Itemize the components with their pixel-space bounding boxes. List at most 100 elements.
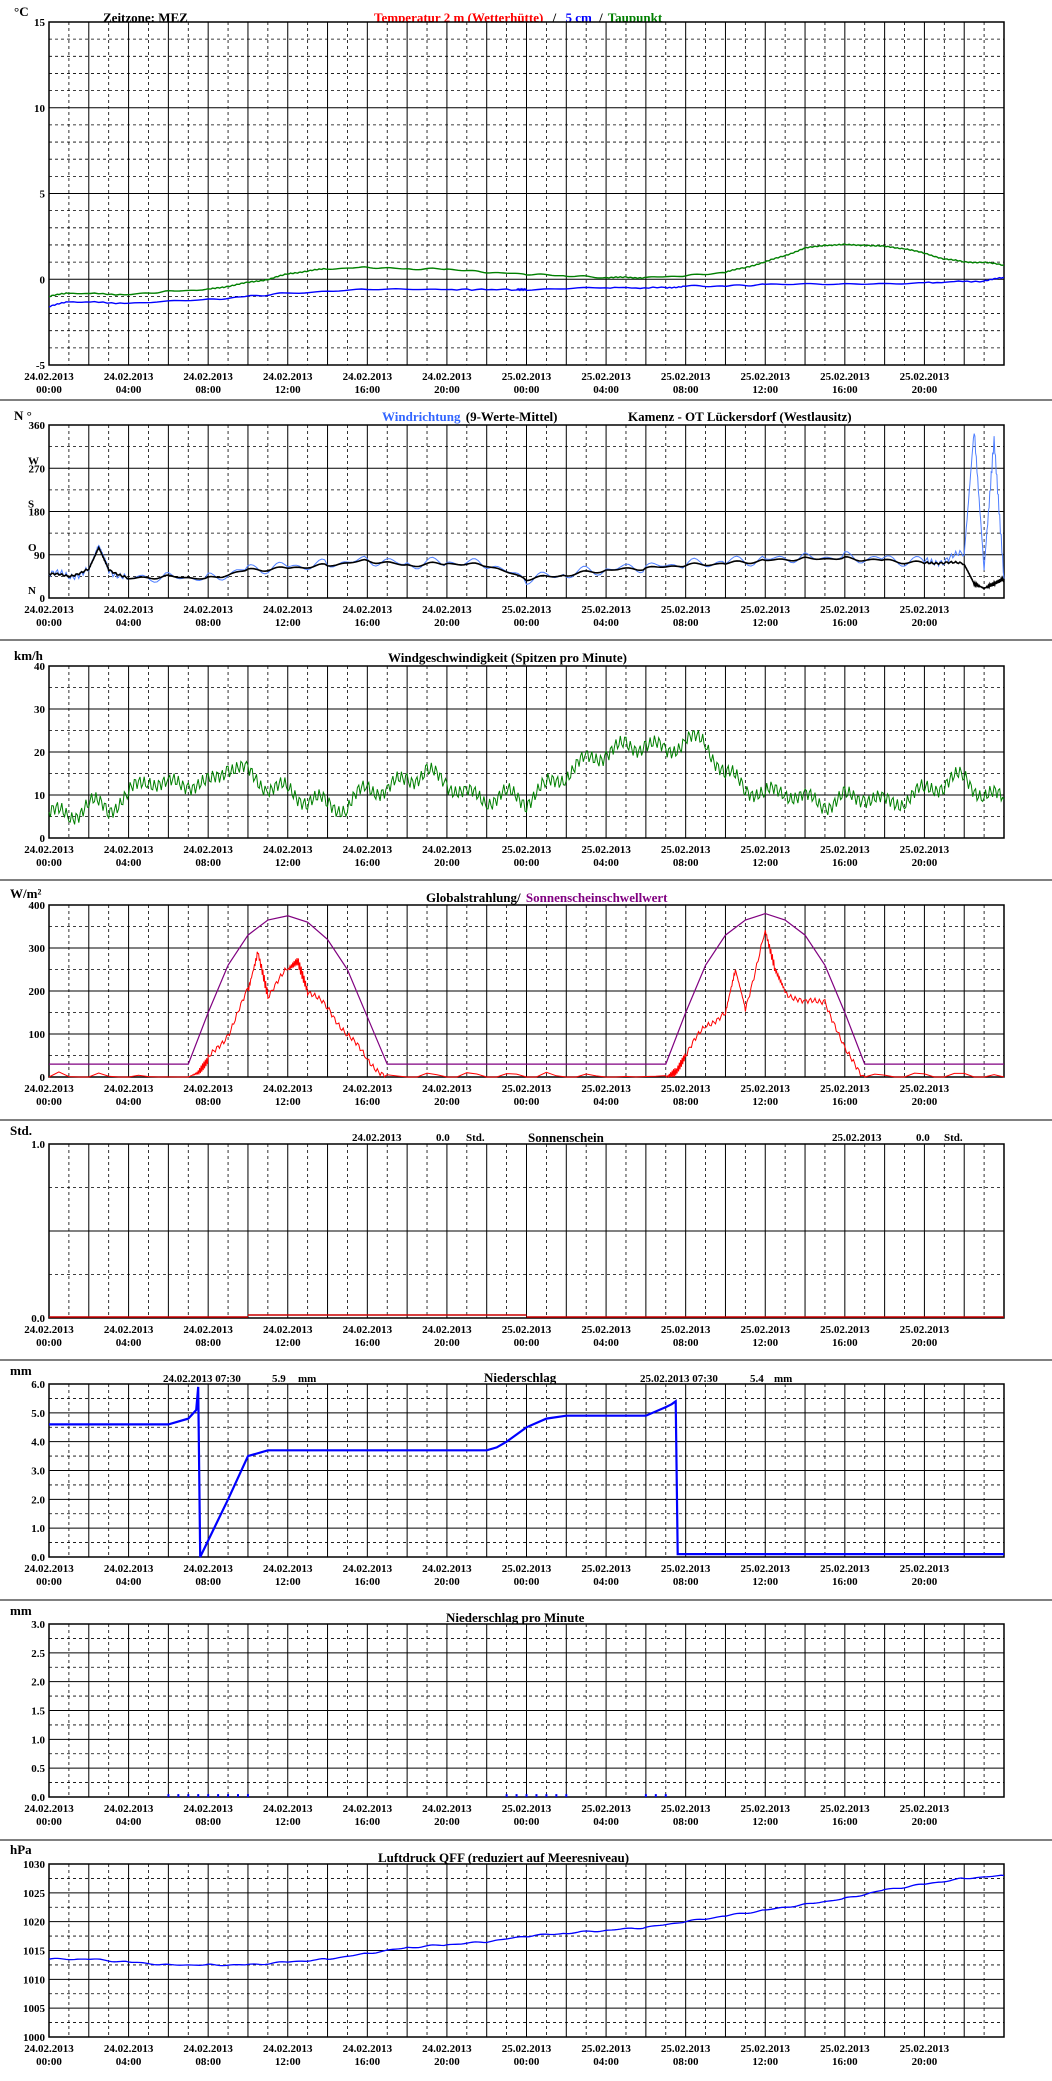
- x-tick-time: 08:00: [673, 1816, 699, 1828]
- sunshine-day2-unit: Std.: [944, 1132, 963, 1144]
- pressure-y-labels: 1030 1025 1020 1015 1010 1005 1000: [23, 1859, 46, 2044]
- compass-letter: S: [28, 499, 34, 511]
- x-tick-time: 16:00: [832, 1096, 858, 1108]
- pressure-panel: hPa Luftdruck QFF (reduziert auf Meeresn…: [10, 1842, 1005, 2068]
- sunshine-day2-date: 25.02.2013: [832, 1132, 882, 1144]
- x-tick-time: 04:00: [593, 2056, 619, 2068]
- precip-minute-series: [167, 1794, 667, 1797]
- x-tick-date: 25.02.2013: [900, 1083, 950, 1095]
- x-tick-date: 24.02.2013: [24, 1563, 74, 1575]
- x-tick-date: 25.02.2013: [900, 604, 950, 616]
- x-tick-time: 12:00: [752, 2056, 778, 2068]
- title-wind-avg: (9-Werte-Mittel): [466, 409, 558, 424]
- x-tick-time: 08:00: [673, 1576, 699, 1588]
- temperature-series: [48, 243, 1005, 308]
- x-tick-date: 25.02.2013: [661, 371, 711, 383]
- x-tick-time: 20:00: [912, 1816, 938, 1828]
- x-tick-date: 25.02.2013: [502, 1563, 552, 1575]
- x-tick-time: 04:00: [116, 1337, 142, 1349]
- y-tick-label: 0: [40, 593, 46, 605]
- temperature-grid: [48, 21, 1005, 366]
- x-tick-time: 08:00: [673, 617, 699, 629]
- wind-direction-y-labels: 360 270 180 90 0: [29, 420, 46, 605]
- x-tick-time: 08:00: [195, 1816, 221, 1828]
- x-tick-time: 00:00: [514, 384, 540, 396]
- sunshine-grid: [48, 1143, 1005, 1319]
- y-tick-label: 0.0: [31, 1552, 45, 1564]
- precip-minute-x-labels: 24.02.201300:0024.02.201304:0024.02.2013…: [24, 1803, 949, 1828]
- x-tick-date: 25.02.2013: [820, 1563, 870, 1575]
- x-tick-date: 25.02.2013: [741, 604, 791, 616]
- precipitation-title: Niederschlag: [484, 1370, 557, 1385]
- x-tick-time: 16:00: [832, 617, 858, 629]
- x-tick-time: 16:00: [354, 1337, 380, 1349]
- x-tick-time: 16:00: [354, 1576, 380, 1588]
- x-tick-time: 12:00: [275, 2056, 301, 2068]
- x-tick-time: 20:00: [434, 384, 460, 396]
- y-tick-label: 0.5: [31, 1763, 45, 1775]
- x-tick-date: 24.02.2013: [343, 1324, 393, 1336]
- x-tick-date: 25.02.2013: [820, 1083, 870, 1095]
- x-tick-date: 24.02.2013: [422, 2043, 472, 2055]
- radiation-y-labels: 400 300 200 100 0: [29, 900, 46, 1084]
- x-tick-date: 24.02.2013: [183, 371, 233, 383]
- x-tick-time: 00:00: [36, 2056, 62, 2068]
- x-tick-time: 16:00: [832, 1576, 858, 1588]
- temperature-x-labels: 24.02.201300:0024.02.201304:0024.02.2013…: [24, 371, 949, 396]
- x-tick-date: 25.02.2013: [581, 1324, 631, 1336]
- x-tick-date: 25.02.2013: [900, 2043, 950, 2055]
- x-tick-date: 25.02.2013: [581, 2043, 631, 2055]
- x-tick-time: 08:00: [673, 2056, 699, 2068]
- x-tick-date: 24.02.2013: [343, 371, 393, 383]
- x-tick-time: 04:00: [116, 617, 142, 629]
- precipitation-series: [49, 1386, 1004, 1558]
- precipitation-x-labels: 24.02.201300:0024.02.201304:0024.02.2013…: [24, 1563, 949, 1588]
- x-tick-date: 25.02.2013: [502, 1803, 552, 1815]
- x-tick-date: 25.02.2013: [820, 2043, 870, 2055]
- precipitation-y-labels: 6.0 5.0 4.0 3.0 2.0 1.0 0.0: [31, 1379, 45, 1564]
- x-tick-date: 24.02.2013: [343, 2043, 393, 2055]
- wind-direction-series: [48, 433, 1005, 590]
- x-tick-date: 24.02.2013: [24, 1803, 74, 1815]
- series-line: [48, 930, 1005, 1079]
- radiation-series: [48, 912, 1005, 1079]
- y-tick-label: 30: [34, 704, 46, 716]
- x-tick-time: 00:00: [36, 1576, 62, 1588]
- y-tick-label: 1000: [23, 2032, 46, 2044]
- wind-speed-panel: km/h Windgeschwindigkeit (Spitzen pro Mi…: [14, 648, 1005, 869]
- radiation-panel: W/m² Globalstrahlung/ Sonnenscheinschwel…: [10, 886, 1005, 1108]
- x-tick-time: 08:00: [195, 617, 221, 629]
- title-global-radiation: Globalstrahlung/: [426, 890, 521, 905]
- y-tick-label: 2.0: [31, 1677, 45, 1689]
- x-tick-date: 24.02.2013: [263, 1803, 313, 1815]
- precipitation-day1-unit: mm: [298, 1373, 316, 1385]
- wind-speed-unit: km/h: [14, 648, 44, 663]
- y-tick-label: 1010: [23, 1974, 46, 1986]
- wind-speed-title: Windgeschwindigkeit (Spitzen pro Minute): [388, 650, 627, 665]
- x-tick-time: 08:00: [195, 384, 221, 396]
- x-tick-time: 04:00: [593, 1576, 619, 1588]
- title-sep: /: [552, 10, 557, 25]
- wind-direction-compass: W S O N: [28, 455, 39, 597]
- y-tick-label: 200: [29, 986, 46, 998]
- wind-direction-title: Windrichtung (9-Werte-Mittel): [382, 409, 557, 424]
- series-line: [48, 730, 1005, 825]
- y-tick-label: 1030: [23, 1859, 46, 1871]
- x-tick-time: 20:00: [912, 1096, 938, 1108]
- x-tick-date: 24.02.2013: [422, 1803, 472, 1815]
- x-tick-date: 24.02.2013: [24, 604, 74, 616]
- series-line: [49, 912, 1004, 1065]
- x-tick-date: 25.02.2013: [581, 844, 631, 856]
- x-tick-time: 20:00: [912, 1337, 938, 1349]
- x-tick-time: 16:00: [832, 384, 858, 396]
- x-tick-date: 25.02.2013: [900, 1563, 950, 1575]
- y-tick-label: 5: [40, 189, 46, 201]
- y-tick-label: 6.0: [31, 1379, 45, 1391]
- x-tick-date: 24.02.2013: [263, 844, 313, 856]
- y-tick-label: 1015: [23, 1946, 46, 1958]
- x-tick-date: 24.02.2013: [183, 1563, 233, 1575]
- precipitation-day1-value: 5.9: [272, 1373, 286, 1385]
- x-tick-date: 25.02.2013: [820, 371, 870, 383]
- y-tick-label: 0: [40, 1072, 46, 1084]
- y-tick-label: 1.5: [31, 1706, 45, 1718]
